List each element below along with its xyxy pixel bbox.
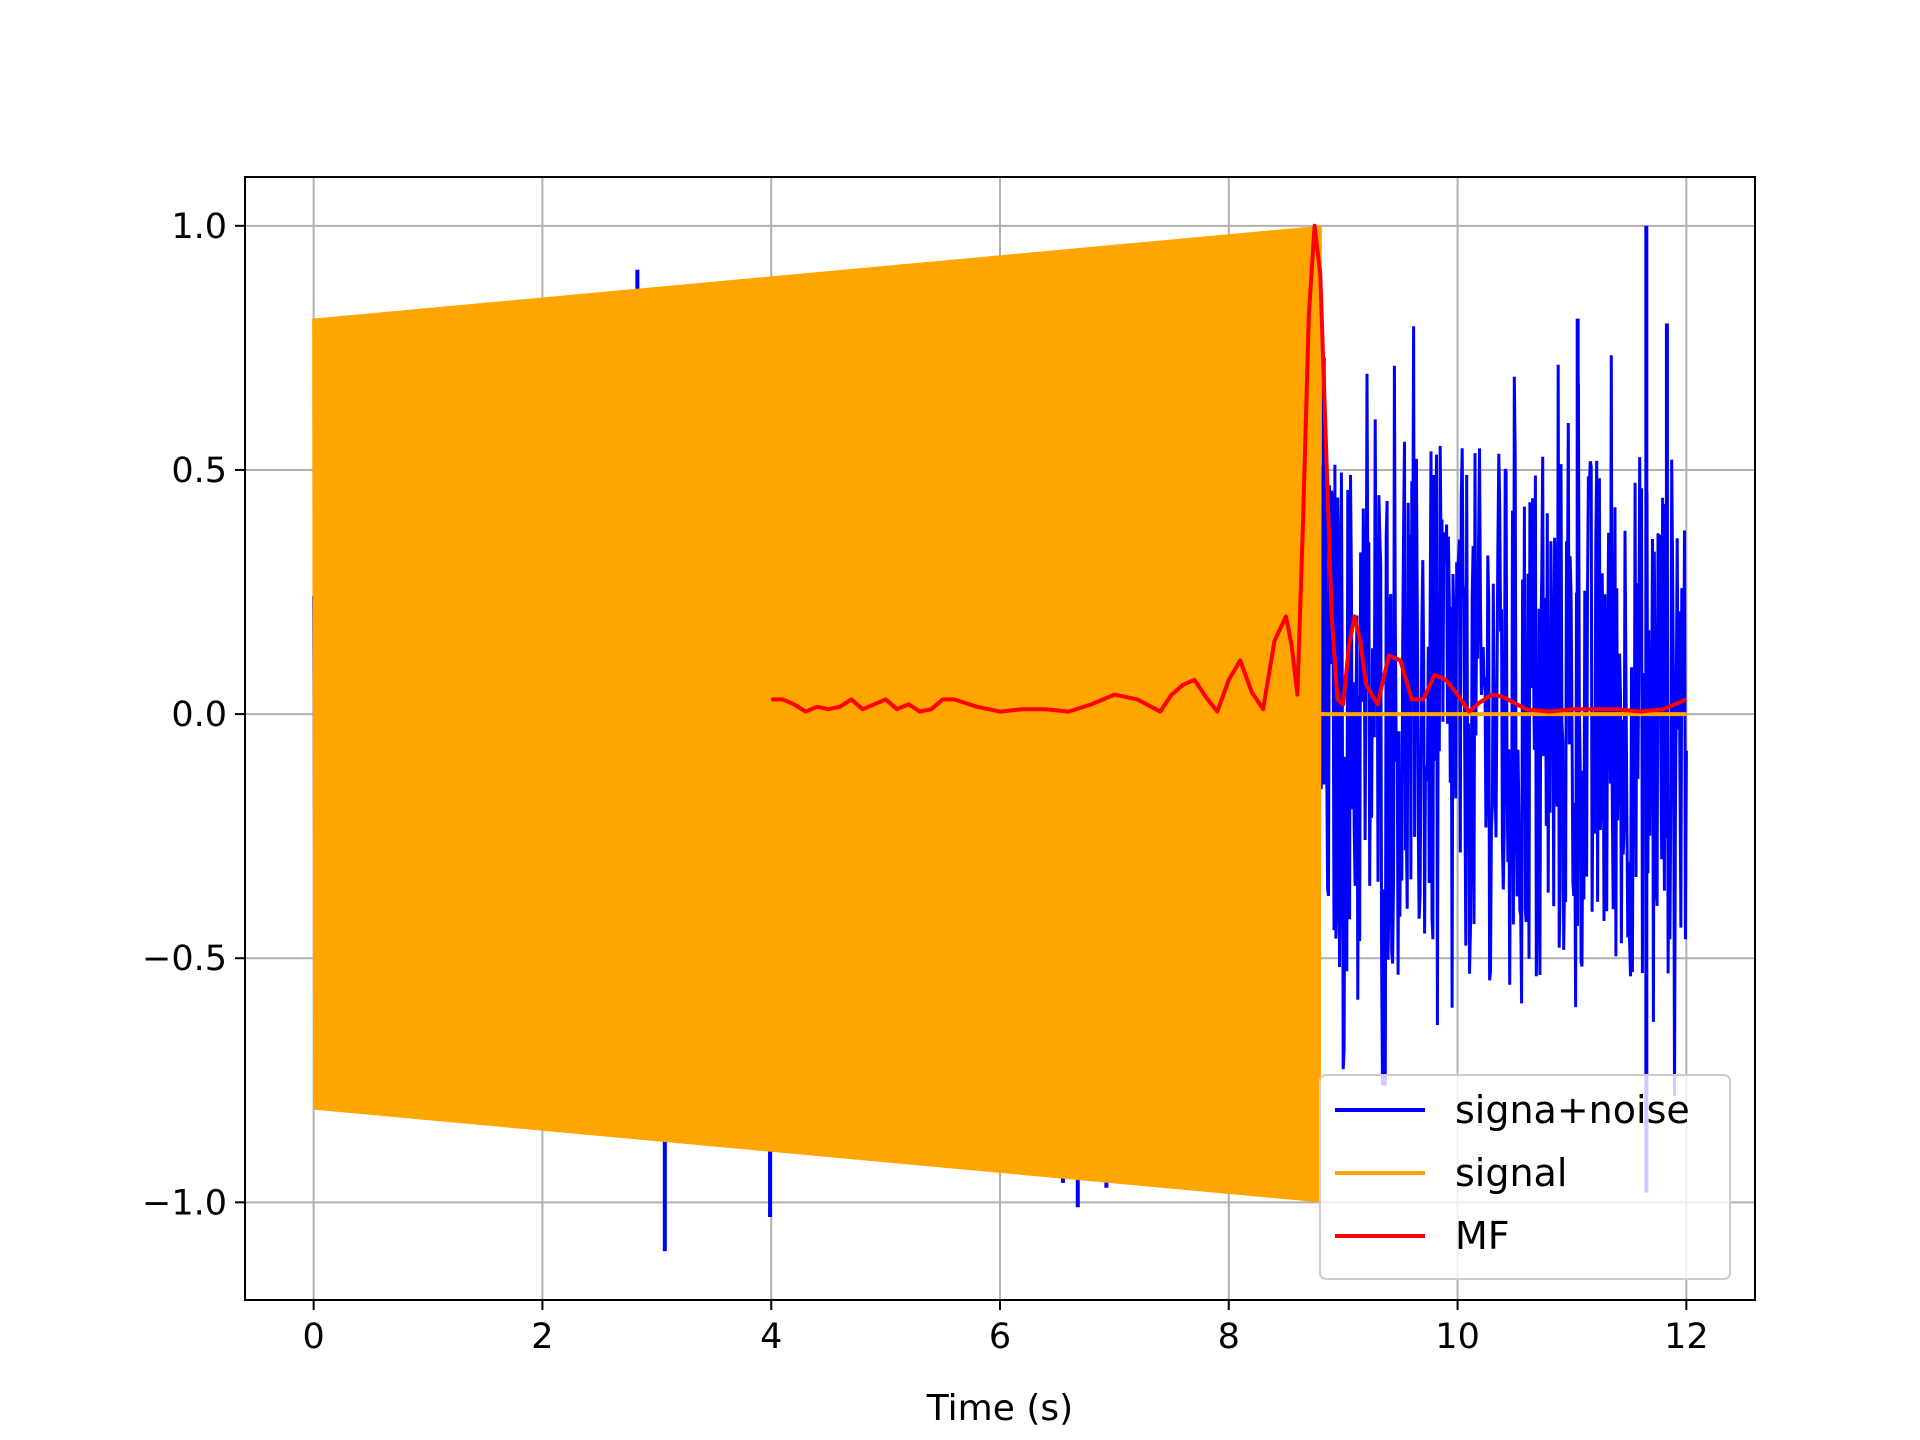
y-tick-label: −1.0 xyxy=(142,1183,227,1223)
legend-frame xyxy=(1319,1074,1731,1280)
x-tick-label: 10 xyxy=(1435,1317,1480,1357)
x-tick-label: 0 xyxy=(302,1317,324,1357)
legend-label-signal: signal xyxy=(1455,1151,1567,1195)
x-tick-label: 12 xyxy=(1664,1317,1709,1357)
x-tick-label: 6 xyxy=(989,1317,1011,1357)
y-tick-label: −0.5 xyxy=(142,939,227,979)
legend-label-signa-noise: signa+noise xyxy=(1455,1088,1690,1132)
x-tick-label: 8 xyxy=(1218,1317,1240,1357)
series-layer xyxy=(312,223,1688,1252)
y-tick-label: 0.5 xyxy=(171,451,227,491)
series-signal xyxy=(312,225,1687,1203)
series-mf xyxy=(771,223,1688,714)
legend: signa+noise signal MF xyxy=(1319,1074,1731,1280)
mf-line xyxy=(771,223,1688,714)
x-tick-label: 4 xyxy=(760,1317,782,1357)
legend-label-mf: MF xyxy=(1455,1214,1510,1258)
y-tick-label: 1.0 xyxy=(171,207,227,247)
signal-line xyxy=(312,225,1322,1203)
y-tick-label: 0.0 xyxy=(171,695,227,735)
x-axis-label: Time (s) xyxy=(926,1388,1073,1429)
x-axis: 0 2 4 6 8 10 12 xyxy=(302,1300,1709,1357)
y-axis: −1.0 −0.5 0.0 0.5 1.0 xyxy=(142,207,245,1223)
x-tick-label: 2 xyxy=(531,1317,553,1357)
